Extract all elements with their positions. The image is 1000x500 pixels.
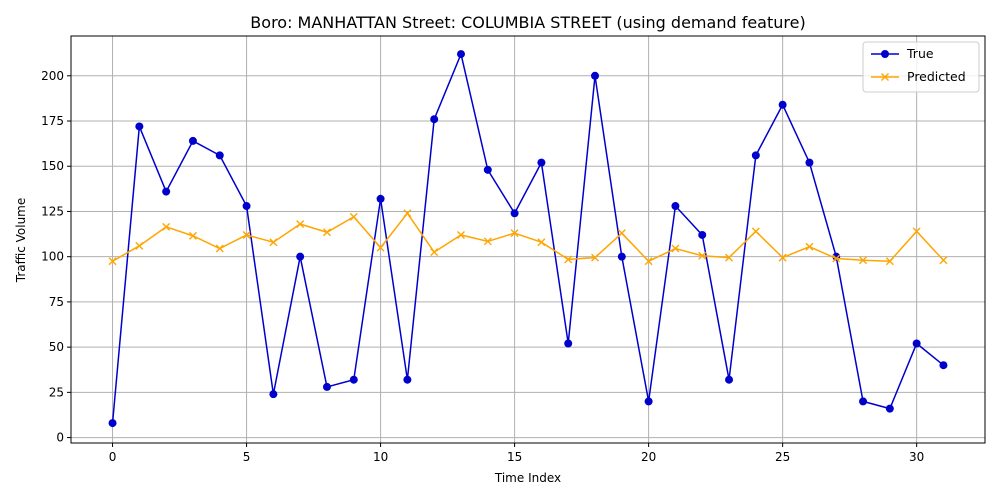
plot-area [70,35,986,444]
series-predicted-point [832,254,841,263]
series-predicted-point [162,222,171,231]
series-true-point [162,187,171,196]
series-true-point [617,252,626,261]
series-true-point [698,230,707,239]
series-predicted-point [215,244,224,253]
series-true-point [349,375,358,384]
series-true-point [885,404,894,413]
series-true-point [778,100,787,109]
y-axis-label: Traffic Volume [14,198,28,284]
x-tick-label: 30 [909,450,924,464]
series-predicted-point [805,242,814,251]
series-predicted-point [778,253,787,262]
series-predicted-point [269,238,278,247]
y-tick-label: 0 [56,431,64,445]
x-axis-label: Time Index [494,471,561,485]
legend-predicted-marker [881,73,889,81]
y-tick-label: 175 [41,114,64,128]
axis-ticks: 0 5 10 15 20 25 30 0 25 50 75 100 125 150 175 200 [41,69,924,464]
chart-title: Boro: MANHATTAN Street: COLUMBIA STREET … [250,13,805,32]
y-tick-label: 125 [41,204,64,218]
series-true-point [403,375,412,384]
series-true-point [135,122,144,131]
series-true-point [591,71,600,80]
series-predicted-point [430,248,439,257]
series-true-point [456,50,465,59]
x-tick-label: 5 [243,450,251,464]
series-predicted-point [725,253,734,262]
y-tick-label: 100 [41,250,64,264]
series-predicted-point [912,227,921,236]
series-predicted-point [296,220,305,229]
x-tick-label: 25 [775,450,790,464]
series-predicted-point [617,229,626,238]
series-predicted-point [456,230,465,239]
series-true-point [242,202,251,211]
series-predicted-point [135,241,144,250]
series-true-point [376,194,385,203]
series-true-point [430,115,439,124]
series-predicted-point [885,257,894,266]
series-predicted-point [751,227,760,236]
x-tick-label: 15 [507,450,522,464]
y-tick-label: 75 [49,295,64,309]
x-tick-label: 20 [641,450,656,464]
series-predicted-point [242,230,251,239]
series-true-point [188,136,197,145]
series-predicted-point [671,244,680,253]
series-predicted-point [108,257,117,266]
y-tick-label: 50 [49,340,64,354]
series-predicted-point [483,237,492,246]
series-true-point [912,339,921,348]
series-true-point [805,158,814,167]
series-predicted-point [564,255,573,264]
series-true-point [215,151,224,160]
series-predicted-point [510,229,519,238]
legend: True Predicted [862,41,980,93]
series-true-point [939,361,948,370]
x-tick-label: 10 [373,450,388,464]
series-true-point [564,339,573,348]
series-true-point [269,390,278,399]
series-true-point [296,252,305,261]
series-predicted-point [403,209,412,218]
y-tick-label: 150 [41,159,64,173]
y-tick-label: 200 [41,69,64,83]
y-tick-label: 25 [49,385,64,399]
series-true-point [671,202,680,211]
series-predicted-point [376,243,385,252]
series-predicted-point [698,251,707,260]
series-predicted-point [349,212,358,221]
series-true-point [644,397,653,406]
series-true-point [108,419,117,428]
series-true-line [111,51,944,424]
legend-true-label: True [906,46,934,61]
series-true-point [322,382,331,391]
series-predicted-point [322,228,331,237]
series-true-point [537,158,546,167]
series [108,50,948,428]
series-true-point [859,397,868,406]
series-true-point [751,151,760,160]
series-true-point [483,165,492,174]
x-tick-label: 0 [109,450,117,464]
series-predicted-point [537,238,546,247]
series-true-point [725,375,734,384]
legend-true-marker [881,50,889,58]
series-predicted-point [591,253,600,262]
series-true-point [510,209,519,218]
legend-predicted-label: Predicted [907,69,966,84]
series-predicted-point [644,257,653,266]
series-predicted-line [112,212,945,263]
series-predicted-point [939,256,948,265]
series-predicted-point [188,231,197,240]
series-predicted-point [859,256,868,265]
